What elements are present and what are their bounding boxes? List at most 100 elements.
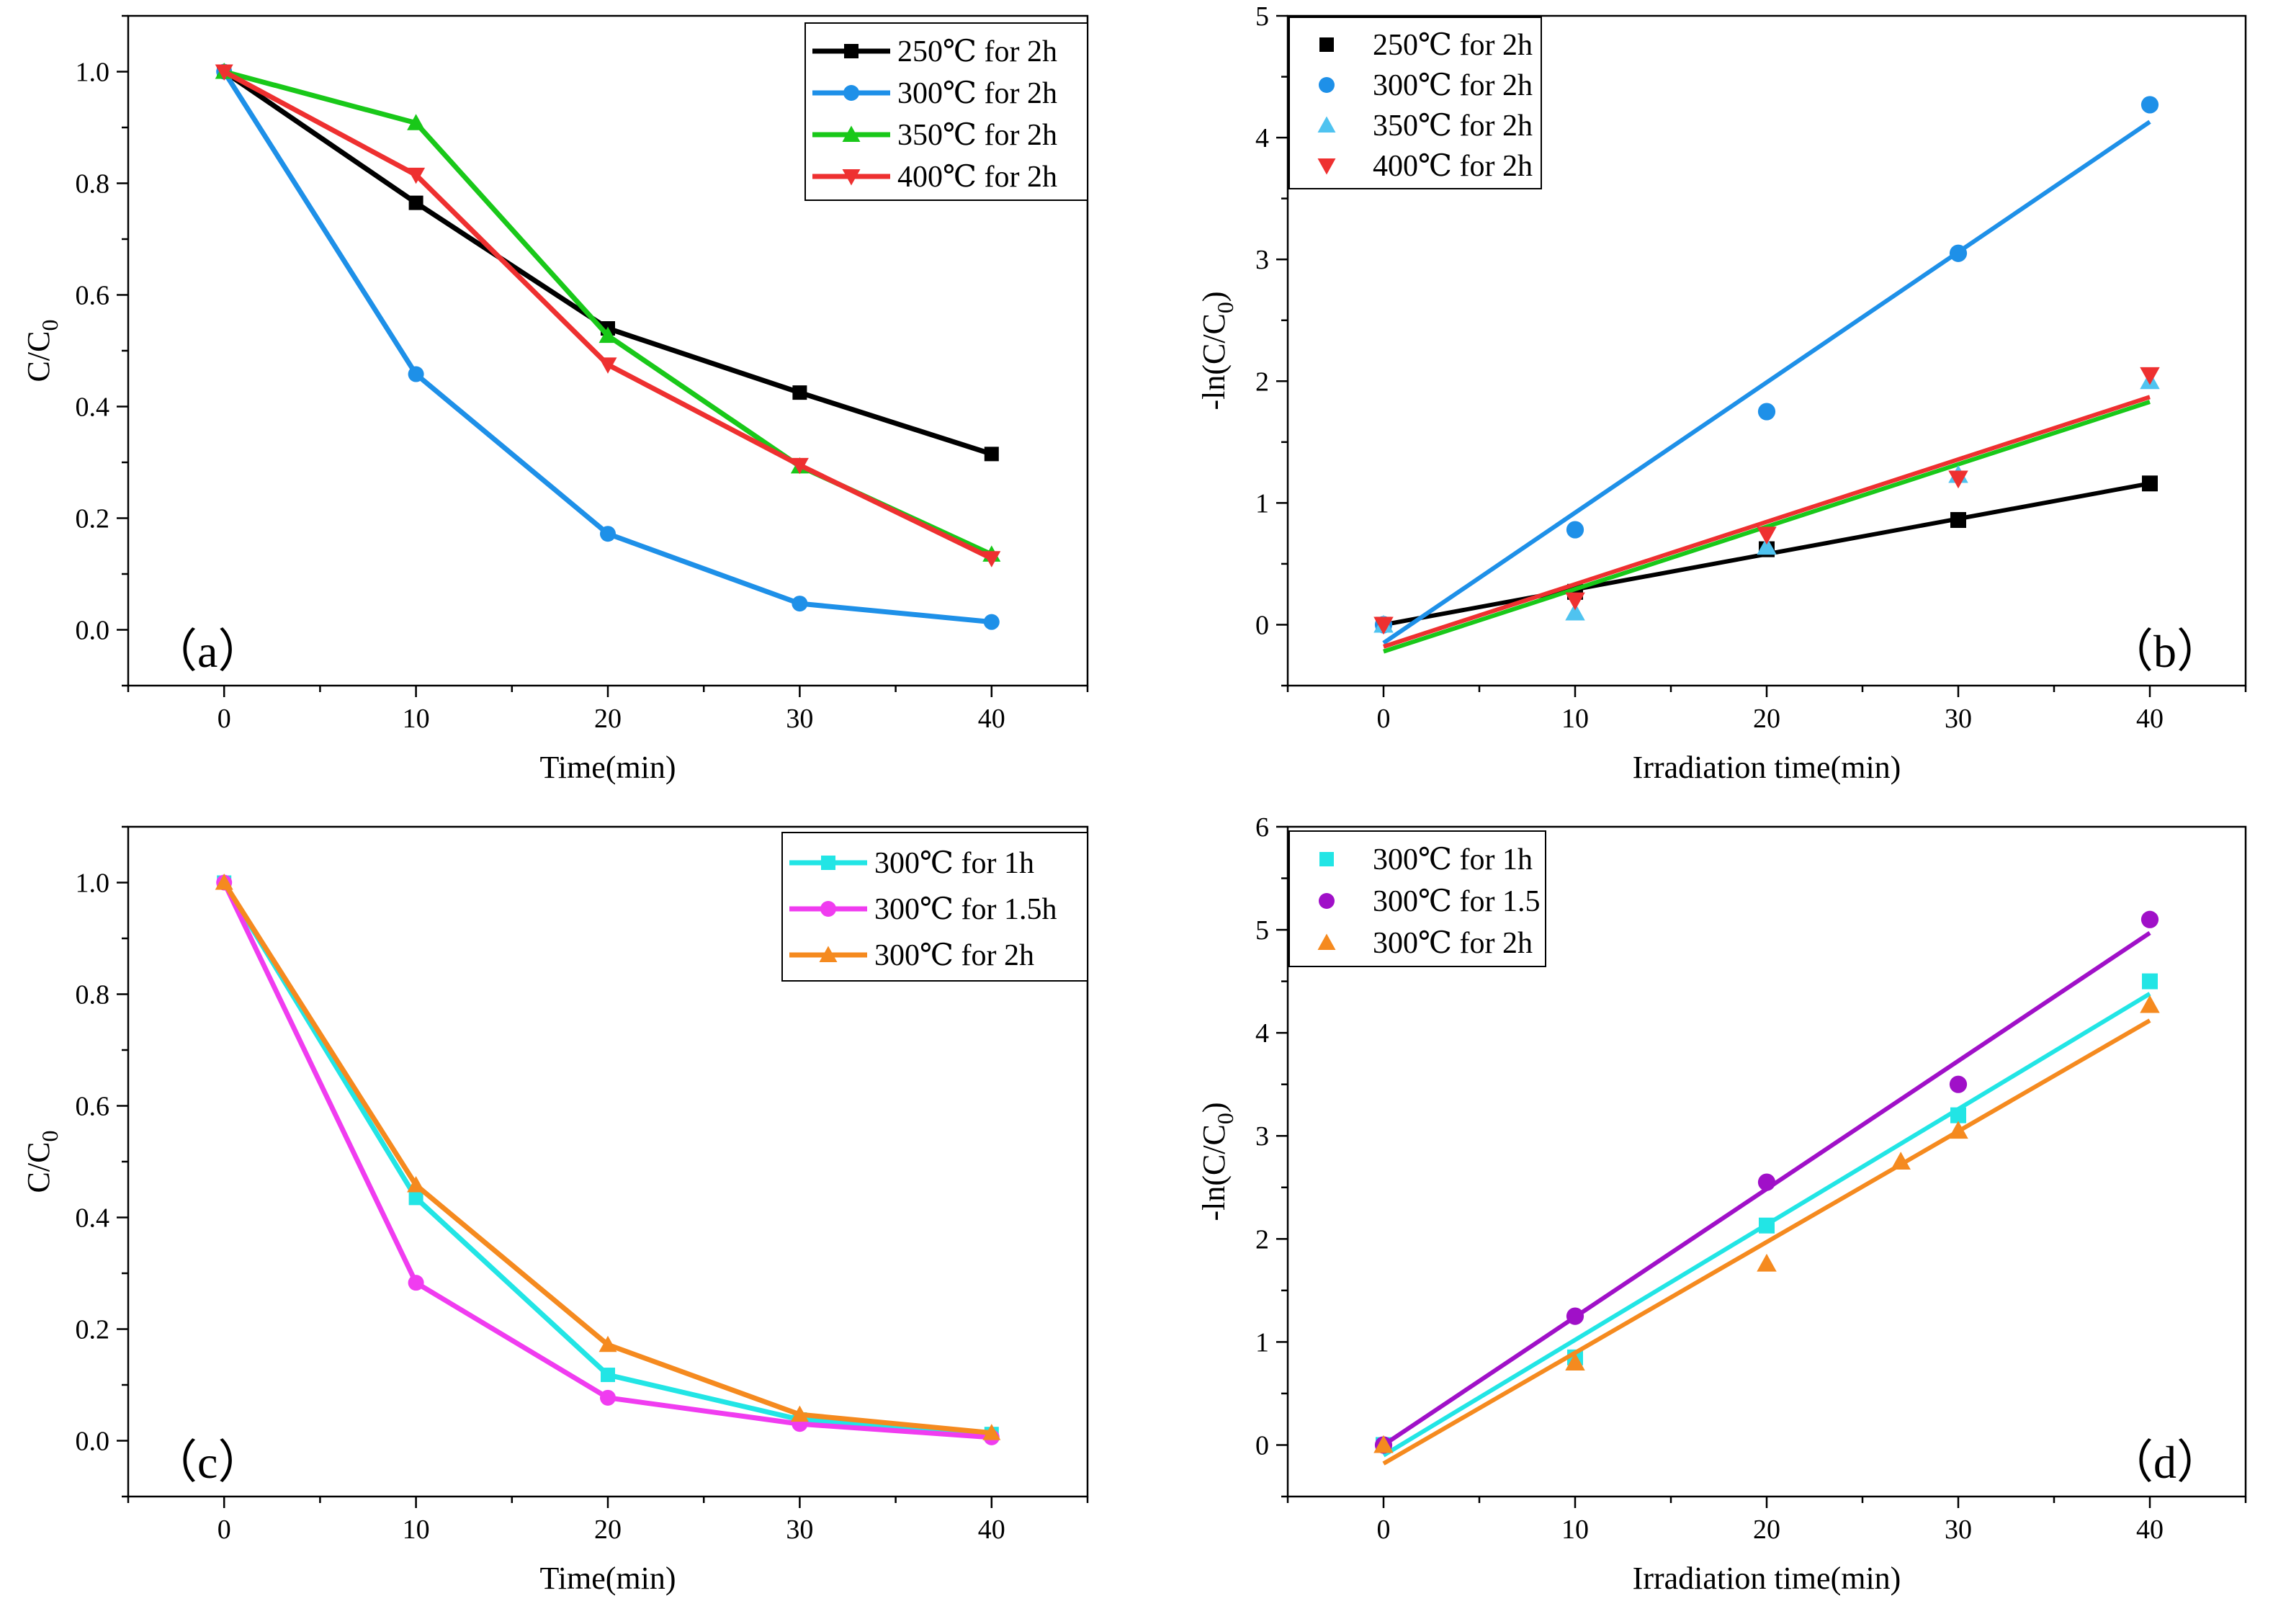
data-point — [2142, 973, 2158, 990]
y-tick-label: 3 — [1255, 245, 1269, 275]
data-point — [1757, 1173, 1776, 1191]
data-point — [790, 457, 809, 475]
x-tick-label: 10 — [1561, 1515, 1589, 1545]
legend: 300℃ for 1h 300℃ for 1.5 300℃ for 2h — [1288, 830, 1546, 967]
panel-label: （c） — [151, 1437, 264, 1488]
legend-marker — [1317, 158, 1336, 175]
legend-label: 400℃ for 2h — [897, 161, 1057, 194]
data-point — [792, 596, 808, 612]
x-tick-label: 40 — [2136, 704, 2164, 734]
legend-marker — [1319, 37, 1334, 52]
y-tick-label: 1 — [1255, 488, 1269, 519]
data-point — [1565, 602, 1585, 621]
x-tick-label: 40 — [978, 704, 1005, 734]
data-point — [982, 551, 1001, 567]
y-tick-label: 0.0 — [76, 616, 110, 646]
y-tick-label: 4 — [1255, 123, 1269, 153]
x-tick-label: 30 — [786, 704, 813, 734]
data-point — [2142, 475, 2158, 492]
x-tick-label: 0 — [218, 1515, 231, 1545]
x-tick-label: 20 — [1753, 704, 1780, 734]
y-tick-label: 1.0 — [76, 58, 110, 88]
fit-line — [1382, 120, 2151, 645]
legend-label: 300℃ for 2h — [1373, 927, 1533, 960]
panel-label: （b） — [2107, 626, 2223, 677]
series-3 — [215, 64, 1001, 567]
data-point — [792, 385, 807, 400]
x-tick-label: 0 — [1377, 704, 1391, 734]
fit-line — [1382, 1018, 2151, 1466]
series-3 — [1373, 367, 2160, 649]
legend-label: 350℃ for 2h — [1373, 109, 1533, 143]
y-tick-label: 5 — [1255, 915, 1269, 946]
data-point — [598, 1335, 617, 1352]
data-point — [983, 614, 1000, 630]
x-tick-label: 10 — [403, 704, 430, 734]
panel-label: （d） — [2107, 1437, 2223, 1488]
x-tick-label: 20 — [594, 704, 622, 734]
panel-a: 0 10 20 30 40 0.0 0.2 0.4 0.6 0.8 1.0 Time(min) C/C0… — [21, 14, 1089, 785]
data-point — [1757, 403, 1776, 421]
data-point — [408, 366, 424, 382]
y-tick-label: 0.4 — [76, 1203, 110, 1234]
x-tick-label: 30 — [1945, 1515, 1972, 1545]
legend-label: 300℃ for 2h — [874, 939, 1034, 972]
fit-line — [1383, 395, 2151, 649]
data-point — [2140, 367, 2160, 385]
x-tick-label: 30 — [1945, 704, 1972, 734]
legend-marker — [842, 169, 861, 186]
y-tick-label: 0.2 — [76, 1315, 110, 1345]
y-tick-label: 1 — [1255, 1327, 1269, 1358]
data-point — [790, 1405, 809, 1422]
x-tick-label: 40 — [2136, 1515, 2164, 1545]
data-point — [407, 114, 426, 130]
legend-marker — [1317, 116, 1336, 133]
legend: 300℃ for 1h 300℃ for 1.5h 300℃ for 2h — [781, 832, 1088, 982]
data-point — [598, 357, 617, 374]
legend-label: 300℃ for 1.5h — [874, 893, 1057, 926]
legend-label: 300℃ for 2h — [1373, 69, 1533, 102]
data-point — [601, 1368, 615, 1383]
y-tick-label: 5 — [1255, 1, 1269, 32]
legend-marker — [842, 125, 861, 142]
panel-c: 0 10 20 30 40 0.0 0.2 0.4 0.6 0.8 1.0 Time(min) C/C0… — [21, 825, 1089, 1596]
y-tick-label: 2 — [1255, 367, 1269, 397]
data-point — [1950, 1107, 1966, 1123]
data-point — [1373, 616, 1394, 635]
y-tick-label: 1.0 — [76, 869, 110, 899]
legend-label: 350℃ for 2h — [897, 119, 1057, 152]
data-point — [408, 1275, 424, 1291]
x-axis-title: Irradiation time(min) — [1633, 750, 1901, 785]
y-tick-label: 0.2 — [76, 504, 110, 534]
x-tick-label: 40 — [978, 1515, 1005, 1545]
y-tick-label: 0.4 — [76, 392, 110, 423]
y-tick-label: 2 — [1255, 1224, 1269, 1255]
data-point — [1566, 1307, 1584, 1325]
y-tick-label: 0.0 — [76, 1427, 110, 1457]
data-point — [1757, 1253, 1777, 1272]
data-point — [1949, 1075, 1968, 1093]
data-point — [2140, 96, 2159, 114]
y-axis-title: -ln(C/C0) — [1196, 291, 1238, 410]
data-point — [984, 447, 999, 462]
panel-label: （a） — [151, 626, 264, 677]
x-tick-label: 30 — [786, 1515, 813, 1545]
legend-marker — [820, 901, 836, 917]
data-point — [598, 326, 617, 344]
y-axis-title: -ln(C/C0) — [1196, 1102, 1238, 1221]
data-point — [1948, 1121, 1968, 1139]
series-2 — [215, 874, 1001, 1440]
legend-marker — [844, 44, 858, 58]
data-point — [600, 526, 616, 542]
y-tick-label: 0 — [1255, 610, 1269, 640]
y-tick-label: 0 — [1255, 1430, 1269, 1461]
x-axis-title: Time(min) — [539, 1561, 676, 1596]
data-point — [1950, 512, 1966, 529]
legend-marker — [843, 85, 859, 101]
legend-marker — [1319, 893, 1335, 909]
y-axis-title: C/C0 — [21, 320, 63, 382]
x-axis-title: Time(min) — [539, 750, 676, 785]
data-point — [215, 874, 233, 890]
data-point — [600, 1389, 616, 1406]
